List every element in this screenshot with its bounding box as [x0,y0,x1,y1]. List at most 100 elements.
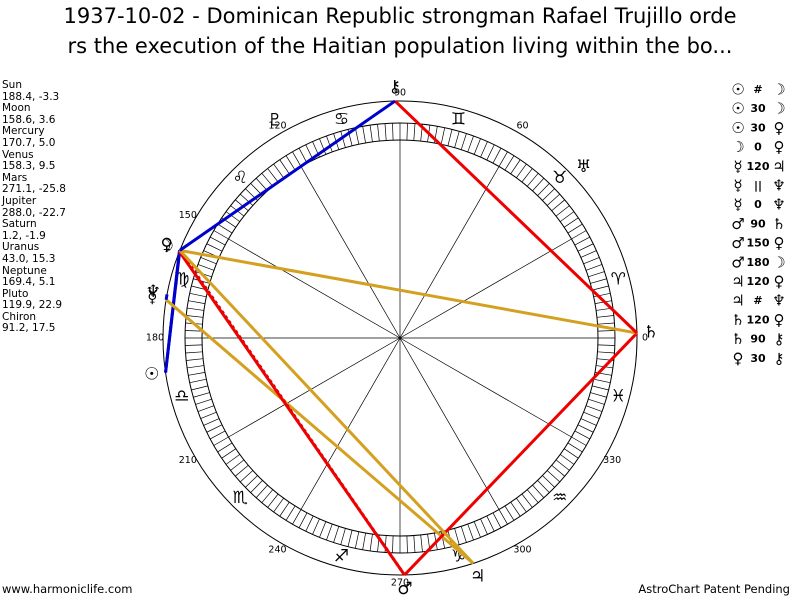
ring-tick [217,442,233,453]
ring-tick [340,131,346,148]
planet-position: 1.2, -1.9 [2,229,46,242]
ring-tick [189,378,207,384]
aspect-to: ☽ [772,81,785,99]
degree-label: 240 [268,545,286,556]
aspect-to: ♀ [774,273,785,291]
ring-tick [588,271,605,278]
aspect-from: ☉ [731,100,744,118]
ring-tick [542,475,555,488]
planet-name: Venus [2,148,34,161]
ring-tick [333,526,340,543]
aspect-from: ☿ [733,177,742,195]
ring-tick [255,484,268,499]
zodiac-sign: ♎ [174,386,189,406]
aspect-from: ♀ [733,349,744,367]
ring-tick [516,163,527,179]
ring-tick [521,493,533,508]
aspect-line [403,331,639,576]
ring-tick [597,344,615,346]
ring-tick [454,131,460,148]
ring-tick [384,123,387,141]
ring-tick [239,470,254,483]
ring-tick [298,148,308,164]
ring-tick [210,236,226,246]
ring-tick [273,497,284,513]
ring-tick [486,515,495,532]
planet-name: Jupiter [2,194,37,207]
ring-tick [537,480,550,493]
planet-name: Mercury [2,125,45,138]
ring-tick [200,257,217,265]
zodiac-sign: ♈ [611,270,626,290]
aspect-type: 0 [754,198,762,211]
ring-tick [596,315,614,318]
planet-position: 158.3, 9.5 [2,160,56,173]
aspect-type: 30 [750,121,766,134]
aspect-line [179,248,638,335]
ring-tick [498,151,508,167]
planet-position: 91.2, 17.5 [2,322,56,335]
aspect-type: # [753,83,762,96]
ring-tick [559,454,575,465]
ring-tick [326,135,333,153]
ring-tick [239,193,254,206]
aspect-from: ♂ [731,215,744,233]
ring-tick [510,159,521,175]
ring-tick [555,205,570,217]
ring-tick [504,155,515,171]
ring-tick [555,459,570,471]
title: 1937-10-02 - Dominican Republic strongma… [63,4,737,28]
ring-tick [250,480,263,493]
ring-tick [217,223,233,234]
ring-tick [185,344,203,346]
ring-tick [590,392,607,398]
ring-tick [230,459,245,471]
ring-tick [186,315,204,318]
ring-tick [255,177,268,192]
planet-position: 288.0, -22.7 [2,206,66,219]
degree-label: 210 [179,455,197,466]
ring-tick [235,465,249,477]
ring-tick [185,330,203,332]
zodiac-sign: ♏ [233,488,248,508]
ring-tick [292,151,302,167]
ring-tick [577,243,594,252]
zodiac-sign: ♒ [552,488,567,508]
zodiac-sign: ♉ [552,168,567,188]
aspect-type: 30 [750,352,766,365]
planet-position: 158.6, 3.6 [2,113,56,126]
ring-tick [362,126,366,144]
aspect-from: ☿ [733,157,742,175]
aspect-type: 120 [747,160,770,173]
ring-tick [440,127,446,145]
ring-tick [191,385,208,391]
zodiac-sign: ♓ [611,386,626,406]
ring-tick [261,173,273,187]
ring-tick [197,264,215,271]
aspect-line [178,99,396,252]
ring-tick [567,442,583,453]
planet-glyph: ♄ [643,323,658,343]
ring-tick [319,138,327,155]
planet-list: Sun 188.4, -3.3 Moon 158.6, 3.6 Mercury 170.7… [2,79,66,335]
planet-name: Moon [2,102,31,115]
ring-tick [510,501,521,517]
ring-tick [203,418,220,426]
ring-tick [583,257,600,265]
aspect-to: ♆ [772,196,785,214]
ring-tick [574,236,590,246]
degree-label: 60 [516,120,528,131]
ring-tick [292,509,302,525]
ring-tick [546,470,561,483]
ring-tick [537,183,550,196]
ring-tick [200,411,217,419]
aspect-type: 30 [750,102,766,115]
ring-tick [420,534,423,552]
ring-tick [354,531,360,549]
ring-tick [492,148,502,164]
ring-tick [473,521,481,538]
aspect-type: 90 [750,217,766,230]
ring-tick [261,489,273,503]
spoke [399,238,572,339]
